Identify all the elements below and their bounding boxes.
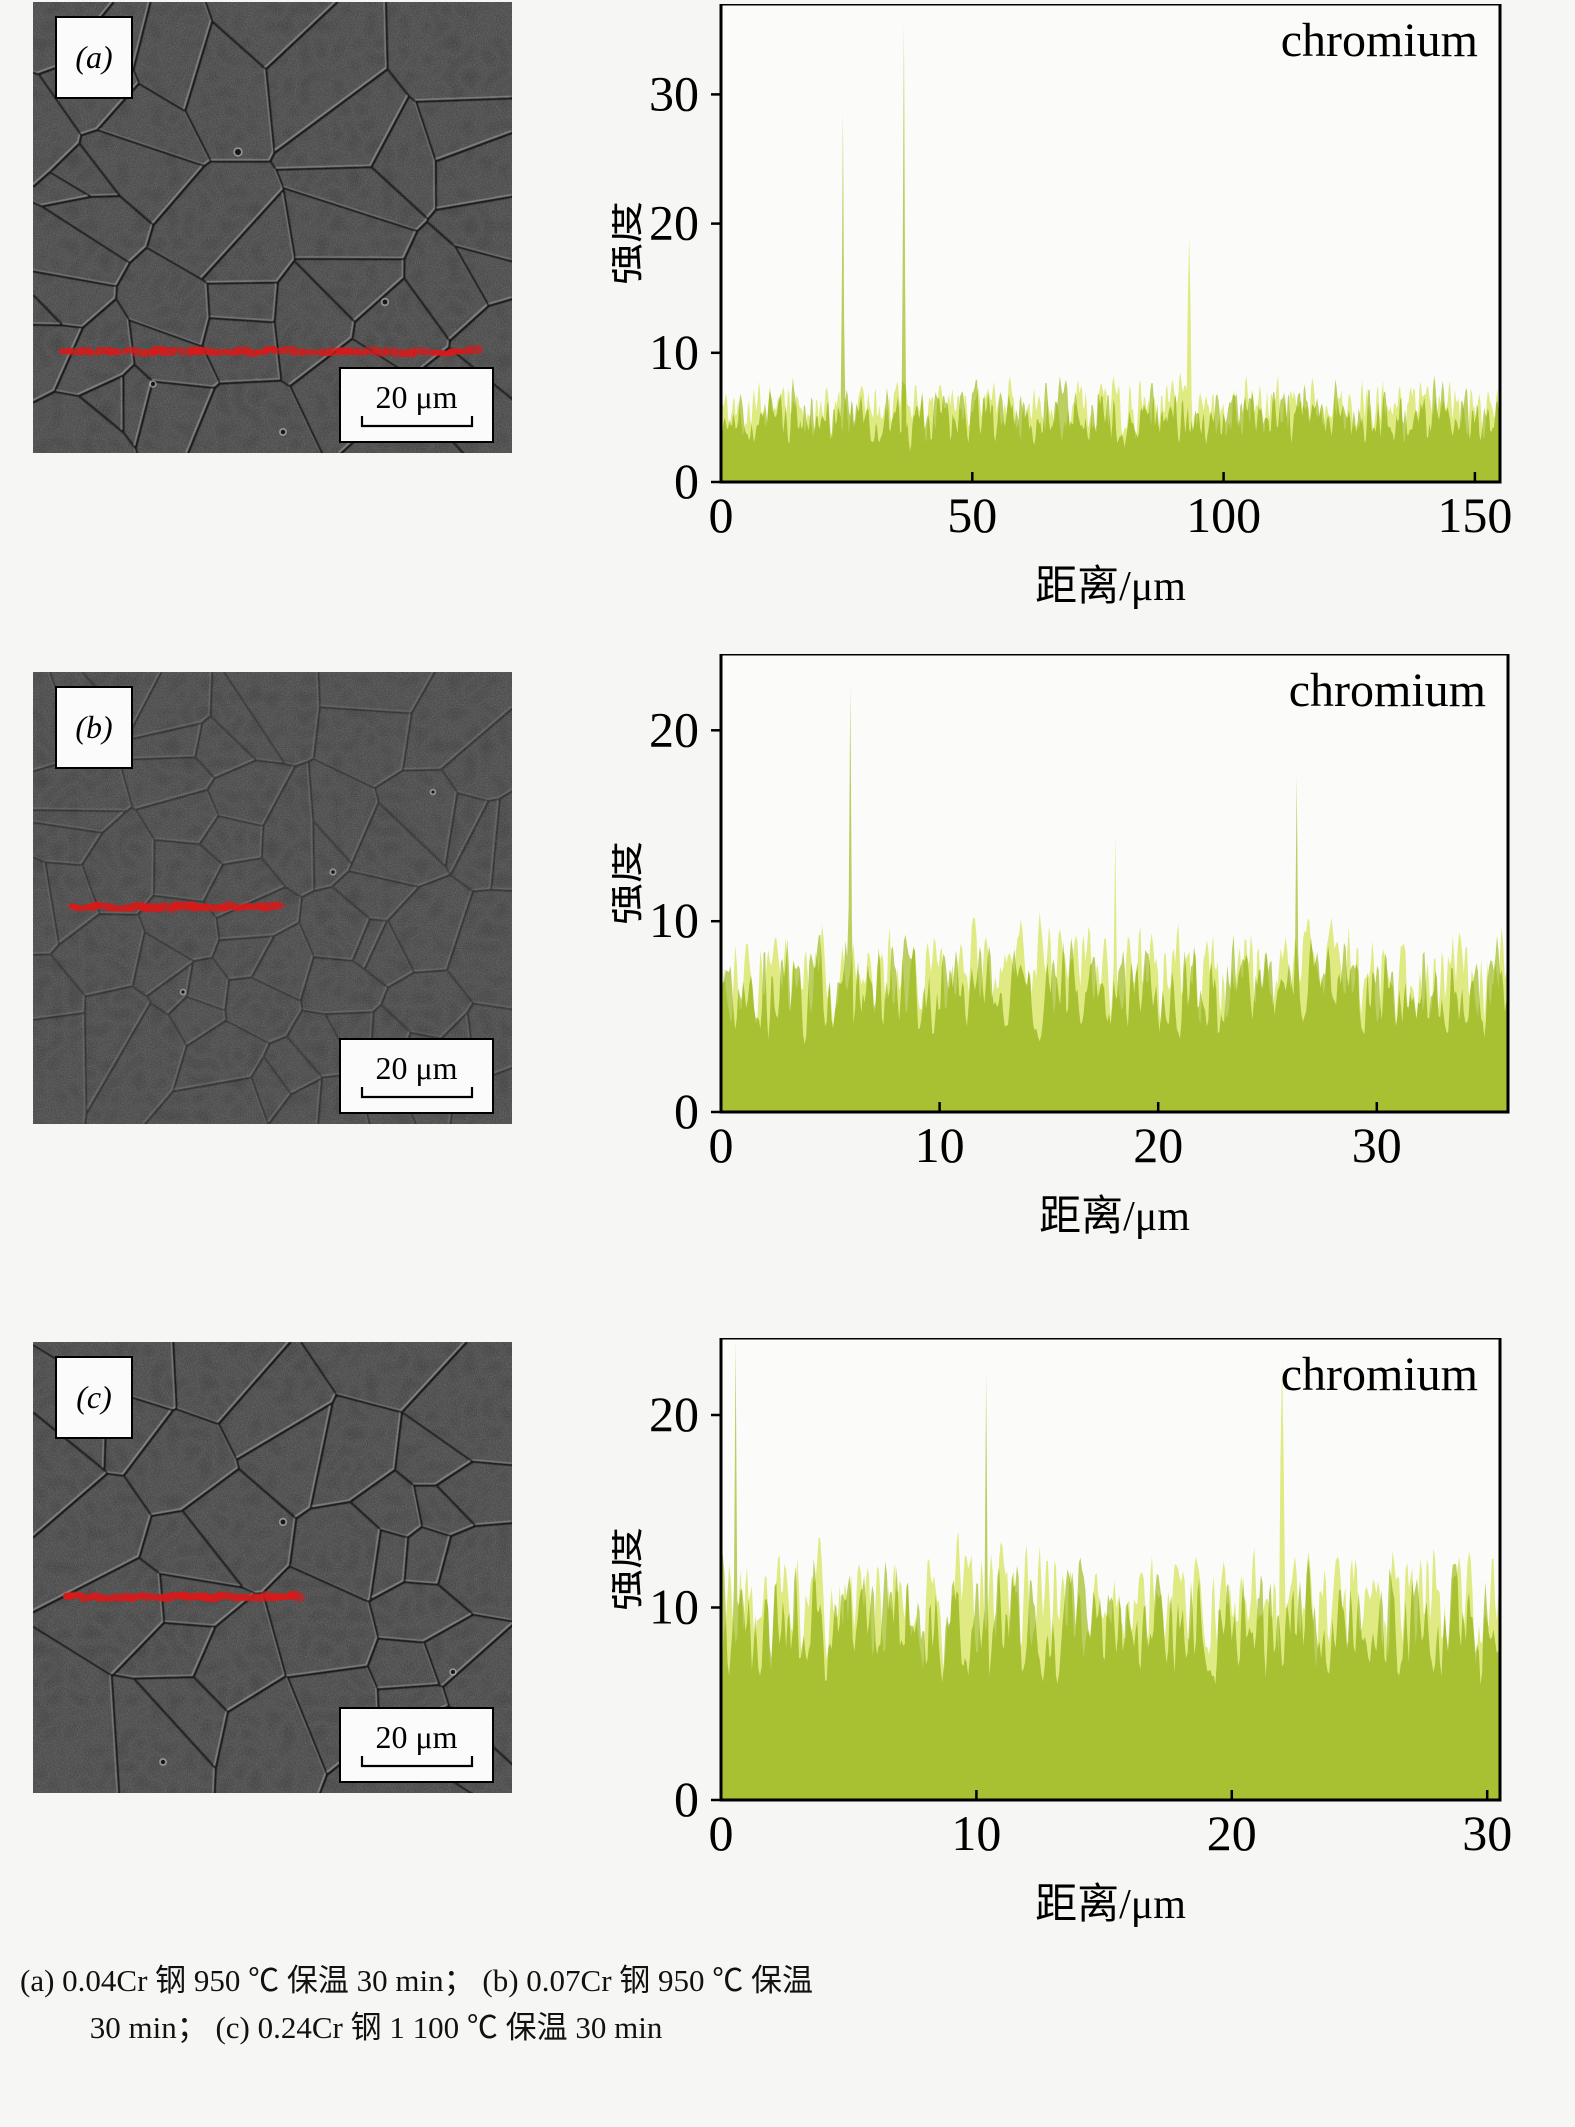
svg-text:强度: 强度 <box>612 201 648 285</box>
svg-text:20: 20 <box>649 195 699 251</box>
svg-text:0: 0 <box>674 1771 699 1827</box>
svg-text:0: 0 <box>674 1083 699 1139</box>
svg-text:100: 100 <box>1186 487 1261 543</box>
svg-text:距离/μm: 距离/μm <box>1039 1193 1190 1240</box>
svg-text:chromium: chromium <box>1281 1348 1478 1401</box>
svg-text:chromium: chromium <box>1289 664 1486 717</box>
svg-text:chromium: chromium <box>1281 14 1478 67</box>
svg-text:0: 0 <box>709 1805 734 1861</box>
svg-text:0: 0 <box>709 487 734 543</box>
svg-text:强度: 强度 <box>612 841 648 925</box>
svg-text:强度: 强度 <box>612 1527 648 1611</box>
svg-text:距离/μm: 距离/μm <box>1035 1881 1186 1928</box>
svg-text:30: 30 <box>1462 1805 1512 1861</box>
svg-text:0: 0 <box>674 453 699 509</box>
svg-text:30: 30 <box>649 65 699 121</box>
svg-text:距离/μm: 距离/μm <box>1035 563 1186 610</box>
svg-text:10: 10 <box>915 1117 965 1173</box>
svg-text:150: 150 <box>1437 487 1512 543</box>
svg-text:20: 20 <box>1133 1117 1183 1173</box>
svg-text:10: 10 <box>951 1805 1001 1861</box>
svg-text:20: 20 <box>649 701 699 757</box>
svg-text:10: 10 <box>649 324 699 380</box>
svg-text:20: 20 <box>1207 1805 1257 1861</box>
svg-text:0: 0 <box>709 1117 734 1173</box>
svg-text:30: 30 <box>1352 1117 1402 1173</box>
svg-text:50: 50 <box>947 487 997 543</box>
svg-text:20: 20 <box>649 1386 699 1442</box>
svg-text:10: 10 <box>649 1579 699 1635</box>
svg-text:10: 10 <box>649 892 699 948</box>
